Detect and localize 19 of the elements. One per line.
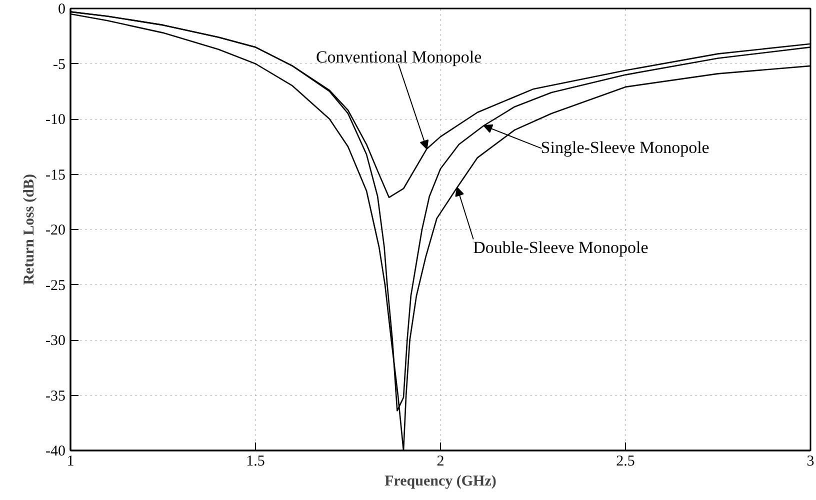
y-tick-label: -5	[53, 56, 66, 73]
annotation: Conventional Monopole	[316, 47, 482, 66]
annotation: Single-Sleeve Monopole	[540, 138, 710, 158]
y-axis-title: Return Loss (dB)	[22, 174, 38, 285]
y-tick-label: -15	[46, 167, 66, 184]
x-tick-label: 2.5	[616, 454, 635, 470]
x-tick-label: 3	[806, 454, 814, 470]
y-tick-label: -20	[46, 222, 66, 238]
x-tick-label: 1.5	[246, 454, 265, 470]
y-tick-label: -10	[46, 112, 66, 128]
x-tick-label: 2	[436, 454, 444, 470]
annotation: Double-Sleeve Monopole	[473, 238, 648, 258]
x-tick-label: 1	[66, 454, 74, 470]
x-axis-title: Frequency (GHz)	[384, 474, 496, 490]
y-tick-label: -25	[46, 278, 66, 294]
y-tick-label: -35	[46, 388, 66, 404]
y-tick-label: -30	[46, 333, 66, 349]
y-tick-label: 0	[58, 2, 66, 18]
y-tick-label: -40	[46, 444, 66, 460]
